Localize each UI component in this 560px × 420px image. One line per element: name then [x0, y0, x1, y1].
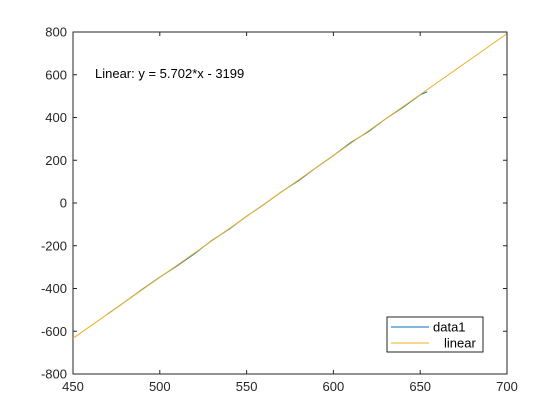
y-tick-label: 200 — [45, 153, 67, 168]
y-tick-label: -800 — [41, 367, 67, 382]
legend-label-linear: linear — [444, 336, 476, 351]
y-tick-label: 0 — [60, 196, 67, 211]
x-tick-label: 700 — [496, 379, 518, 394]
series-layer — [72, 33, 508, 339]
x-tick-label: 500 — [149, 379, 171, 394]
y-tick-label: 600 — [45, 67, 67, 82]
legend-label-data1: data1 — [433, 320, 466, 335]
y-tick-label: 800 — [45, 25, 67, 40]
x-tick-label: 650 — [409, 379, 431, 394]
y-tick-label: -600 — [41, 324, 67, 339]
y-tick-label: -400 — [41, 281, 67, 296]
x-tick-label: 550 — [236, 379, 258, 394]
ticks-layer: 450 500 550 600 650 700 -800 -600 -400 -200 0 200 40… — [41, 25, 518, 395]
x-tick-label: 600 — [323, 379, 345, 394]
x-tick-label: 450 — [62, 379, 84, 394]
series-line-linear — [72, 33, 508, 339]
fit-equation-annotation: Linear: y = 5.702*x - 3199 — [95, 66, 244, 81]
legend-box — [386, 316, 484, 353]
y-tick-label: 400 — [45, 110, 67, 125]
legend: data1 linear — [386, 316, 484, 353]
y-tick-label: -200 — [41, 238, 67, 253]
